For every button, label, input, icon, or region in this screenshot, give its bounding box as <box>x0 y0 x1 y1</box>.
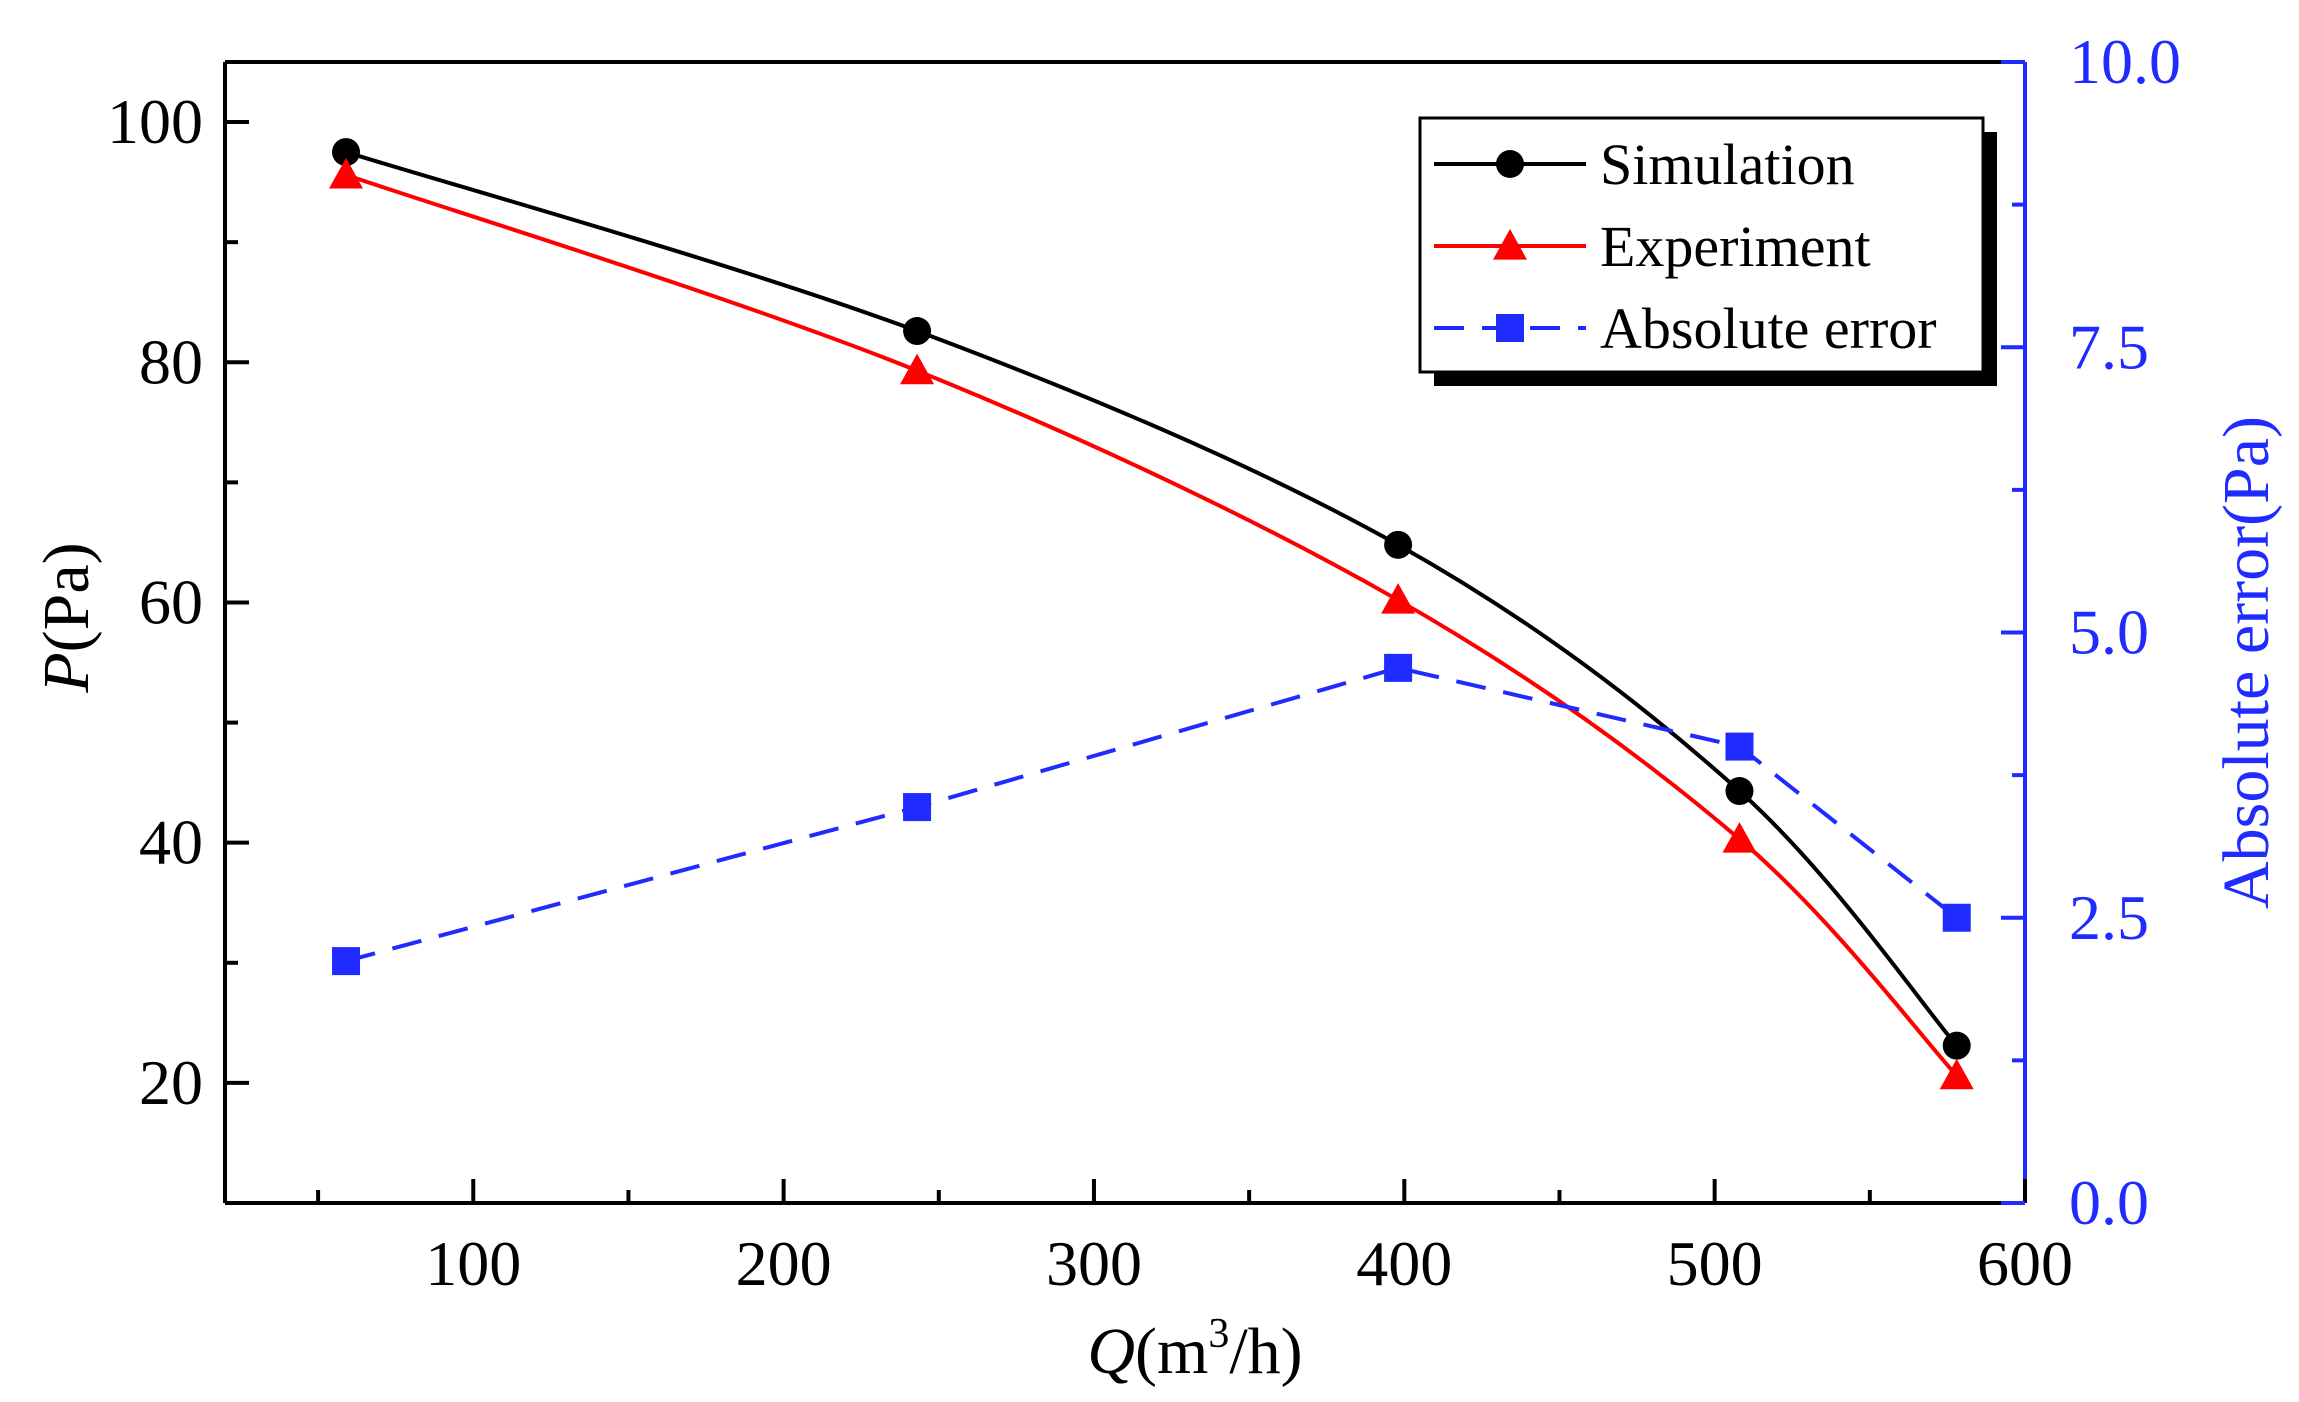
data-point <box>1939 1058 1974 1090</box>
x-axis-title-var: Q <box>1087 1315 1135 1388</box>
data-point <box>1722 822 1757 853</box>
x-axis-title-post: /h) <box>1229 1315 1302 1388</box>
legend: Simulation Experiment Absolute error <box>1418 116 1997 386</box>
data-point <box>1384 653 1413 682</box>
data-point <box>1381 583 1416 614</box>
x-axis-title-pre: (m <box>1135 1315 1208 1388</box>
y2-tick-label: 0.0 <box>2069 1167 2149 1238</box>
y2-axis-title: Absolute error(Pa) <box>2210 416 2283 909</box>
legend-item: Simulation <box>1434 132 1855 197</box>
legend-marker <box>1496 314 1524 342</box>
y-tick-label: 100 <box>107 86 203 157</box>
y2-tick-label: 2.5 <box>2069 882 2149 953</box>
y-tick-label: 80 <box>139 326 203 397</box>
axes-group: 100 200 300 400 500 600 20 40 60 80 100 0.0 2.5 5.0 7.… <box>30 26 2283 1388</box>
data-point <box>903 793 932 822</box>
y-axis-title: P(Pa) <box>30 542 103 693</box>
y2-tick-label: 7.5 <box>2069 311 2149 382</box>
series-circle-group <box>332 138 1971 1060</box>
x-axis-title-sup: 3 <box>1208 1311 1229 1357</box>
legend-item: Absolute error <box>1434 296 1937 361</box>
series-line <box>345 150 1959 1047</box>
series-triangle-group <box>329 157 1974 1090</box>
y-tick-label: 60 <box>139 566 203 637</box>
series-square-group <box>332 653 1971 976</box>
y2-tick-label: 10.0 <box>2069 26 2181 97</box>
y-tick-label: 40 <box>139 807 203 878</box>
data-point <box>1725 732 1754 761</box>
y-axis-title-rest: (Pa) <box>30 542 103 652</box>
data-point <box>1384 530 1413 559</box>
x-tick-label: 400 <box>1356 1228 1452 1299</box>
data-point <box>332 138 361 167</box>
x-tick-label: 300 <box>1046 1228 1142 1299</box>
x-tick-label: 100 <box>425 1228 521 1299</box>
data-point <box>1725 777 1754 806</box>
legend-label: Simulation <box>1600 132 1855 197</box>
legend-item: Experiment <box>1434 214 1871 279</box>
y2-tick-label: 5.0 <box>2069 597 2149 668</box>
data-point <box>329 157 364 189</box>
y-axis-title-var: P <box>30 652 103 693</box>
data-point <box>332 947 361 976</box>
x-axis-title: Q(m3/h) <box>1087 1311 1302 1388</box>
data-point <box>903 317 932 346</box>
series-group <box>329 138 1974 1090</box>
data-point <box>1942 903 1971 932</box>
x-tick-label: 500 <box>1667 1228 1763 1299</box>
x-tick-label: 600 <box>1977 1228 2073 1299</box>
legend-marker <box>1496 150 1524 178</box>
legend-label: Experiment <box>1600 214 1871 279</box>
series-line <box>345 665 1958 964</box>
data-point <box>1942 1031 1971 1060</box>
legend-label: Absolute error <box>1600 296 1937 361</box>
legend-marker <box>1493 229 1527 260</box>
data-point <box>900 353 935 385</box>
series-line <box>345 173 1959 1078</box>
x-tick-label: 200 <box>736 1228 832 1299</box>
y-tick-label: 20 <box>139 1047 203 1118</box>
